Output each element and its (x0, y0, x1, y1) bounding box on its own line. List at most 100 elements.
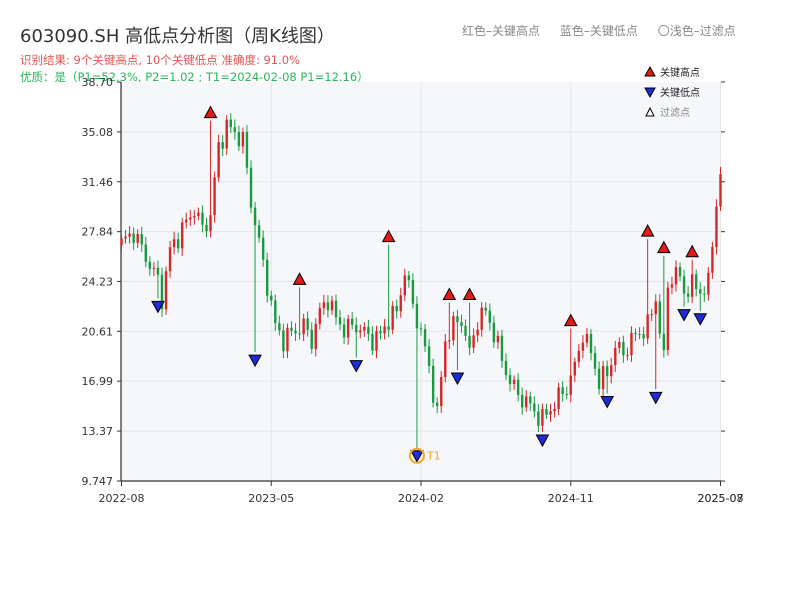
key-high-marker (656, 240, 671, 254)
candle-body (654, 301, 657, 315)
key-high-marker (381, 229, 396, 243)
t1-circle (408, 447, 425, 464)
candle-body (537, 411, 540, 426)
candle-body (152, 267, 156, 269)
candle-body (132, 233, 135, 243)
key-high-marker (640, 224, 655, 237)
candle-body (642, 334, 645, 339)
candle-body (480, 307, 483, 330)
legend-label: 关键高点 (660, 66, 700, 79)
candle-body (464, 325, 467, 336)
candle-body (565, 394, 568, 396)
candle-body (699, 289, 702, 294)
candle-body (395, 305, 398, 312)
candle-body (359, 330, 362, 333)
candle-body (164, 271, 168, 310)
candle-body (646, 314, 649, 339)
candle-body (516, 379, 520, 396)
candle-body (387, 326, 390, 330)
candle-body (379, 331, 382, 334)
candle-body (233, 127, 237, 133)
candle-body (589, 333, 593, 354)
x-tick-label: 2024-02 (398, 492, 444, 505)
candle-body (707, 272, 710, 295)
y-tick-label: 27.84 (82, 226, 114, 239)
candle-body (306, 318, 309, 330)
candle-body (326, 302, 330, 311)
candle-body (225, 119, 228, 149)
key-low-marker (410, 450, 424, 463)
candle-body (350, 318, 354, 326)
candle-body (614, 347, 617, 366)
y-tick-label: 38.70 (82, 76, 114, 89)
key-low-marker (248, 354, 262, 368)
x-tick-label: 2022-08 (99, 492, 145, 505)
candle-body (719, 174, 722, 207)
candle-body (711, 246, 714, 273)
candle-body (355, 325, 358, 333)
key-low-marker (648, 391, 663, 405)
candle-body (257, 225, 261, 238)
candle-body (545, 409, 548, 415)
candle-body (318, 308, 322, 324)
candle-body (630, 332, 633, 356)
candle-body (695, 274, 698, 290)
candle-body (468, 335, 471, 348)
y-tick-label: 35.08 (82, 126, 114, 139)
candle-body (460, 322, 463, 326)
candle-body (472, 335, 475, 348)
legend-hollow-text: 〇浅色–过滤点 (657, 24, 736, 38)
candle-body (294, 330, 297, 334)
candle-body (581, 342, 585, 351)
candle-body (678, 267, 682, 277)
candle-body (488, 310, 492, 323)
candle-body (549, 411, 552, 415)
key-high-marker (203, 105, 218, 119)
candle-body (302, 318, 305, 335)
candle-body (338, 317, 342, 325)
legend-high-swatch (644, 65, 656, 77)
candle-body (290, 327, 293, 331)
candle-body (124, 236, 127, 239)
candle-body (371, 333, 374, 351)
x-tick-label: 2025-08 (698, 492, 744, 505)
candle-body (440, 376, 443, 407)
candle-body (249, 167, 253, 208)
candle-body (553, 409, 556, 412)
candle-body (666, 287, 670, 351)
candle-body (367, 326, 370, 334)
candle-body (638, 334, 641, 336)
candle-body (140, 233, 143, 245)
candle-body (148, 261, 152, 269)
candle-body (512, 379, 516, 385)
candle-body (270, 295, 273, 301)
y-tick-label: 20.61 (82, 325, 114, 338)
candle-body (253, 207, 257, 226)
candle-body (399, 295, 402, 312)
candle-body (209, 215, 212, 232)
candle-body (346, 318, 350, 338)
candle-body (674, 267, 678, 285)
candle-body (411, 280, 415, 304)
candle-body (618, 341, 621, 348)
candle-body (237, 132, 241, 147)
candle-body (444, 341, 447, 377)
key-high-marker (685, 244, 700, 258)
legend-red-text: 红色–关键高点 (462, 24, 541, 38)
key-high-marker (462, 287, 477, 300)
x-tick-label: 2024-11 (548, 492, 594, 505)
candle-body (597, 368, 601, 390)
candle-body (334, 300, 338, 318)
candle-body (185, 219, 188, 223)
candle-body (496, 335, 500, 343)
candle-body (391, 305, 394, 330)
candle-body (197, 212, 200, 217)
y-tick-label: 9.747 (82, 475, 114, 488)
candle-body (476, 329, 479, 336)
candle-body (610, 365, 613, 377)
candle-body (136, 233, 139, 243)
t1-label: T1 (426, 450, 441, 463)
candle-body (626, 355, 629, 357)
candle-body (452, 316, 455, 341)
candle-body (448, 340, 451, 342)
